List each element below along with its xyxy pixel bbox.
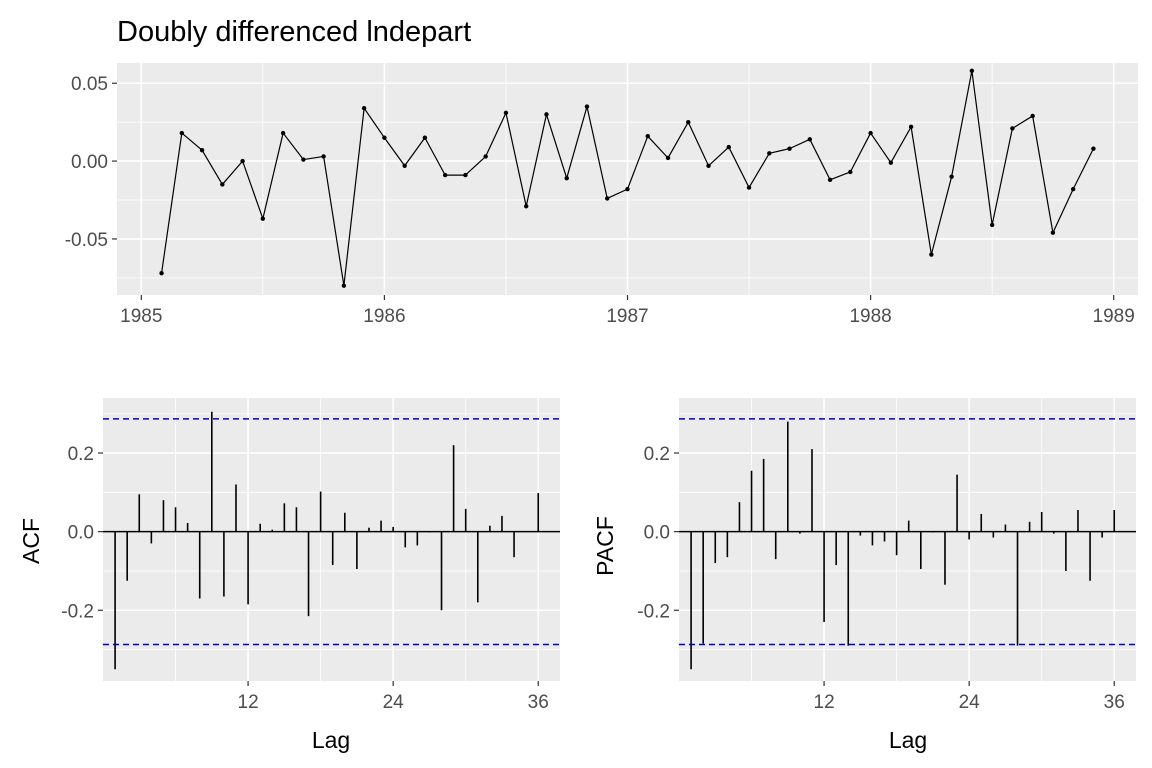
grid-lines bbox=[103, 398, 560, 681]
axes: 12 24 36 -0.2 0.0 0.2 bbox=[637, 444, 1125, 713]
axes: 12 24 36 -0.2 0.0 0.2 bbox=[61, 444, 549, 713]
chart-title: Doubly differenced lndepart bbox=[117, 16, 471, 48]
data-point bbox=[199, 147, 205, 153]
data-point bbox=[483, 154, 488, 159]
y-tick-label: 0.0 bbox=[644, 523, 670, 544]
x-axis-label: Lag bbox=[889, 727, 927, 753]
data-point bbox=[1091, 146, 1096, 151]
data-point bbox=[240, 158, 245, 164]
data-point bbox=[848, 169, 853, 175]
x-tick-label: 36 bbox=[528, 692, 549, 713]
acf-chart: 12 24 36 -0.2 0.0 0.2 Lag ACF bbox=[18, 398, 560, 753]
series-line bbox=[159, 68, 1096, 288]
data-point bbox=[361, 105, 367, 111]
y-tick-label: 0.05 bbox=[71, 74, 108, 95]
y-axis-label: ACF bbox=[18, 518, 44, 564]
x-tick-label: 24 bbox=[383, 692, 405, 713]
plot-panel bbox=[679, 398, 1136, 681]
data-point bbox=[280, 130, 286, 136]
x-tick-label: 12 bbox=[238, 692, 259, 713]
x-tick-label: 1989 bbox=[1093, 306, 1135, 327]
y-tick-label: -0.05 bbox=[65, 230, 108, 251]
x-tick-label: 1986 bbox=[363, 306, 405, 327]
data-point bbox=[746, 185, 752, 190]
data-point bbox=[625, 186, 630, 192]
pacf-bars bbox=[679, 418, 1136, 670]
data-point bbox=[969, 68, 975, 73]
data-point bbox=[422, 135, 428, 140]
data-point bbox=[220, 182, 225, 187]
data-point bbox=[949, 174, 954, 179]
data-point bbox=[888, 160, 894, 165]
acf-bars bbox=[103, 411, 560, 670]
data-point bbox=[1050, 230, 1056, 235]
data-point bbox=[321, 154, 326, 159]
data-point bbox=[382, 135, 387, 140]
data-point bbox=[807, 137, 813, 142]
data-point bbox=[706, 163, 711, 168]
y-tick-label: 0.2 bbox=[644, 444, 670, 465]
data-point bbox=[787, 146, 792, 151]
data-point bbox=[463, 172, 468, 178]
data-point bbox=[564, 176, 569, 181]
data-point bbox=[524, 204, 529, 209]
data-point bbox=[686, 119, 691, 125]
data-point bbox=[179, 130, 185, 136]
data-point bbox=[260, 216, 266, 221]
x-axis-label: Lag bbox=[312, 727, 350, 753]
x-tick-label: 1988 bbox=[849, 306, 891, 327]
data-point bbox=[503, 110, 509, 116]
data-point bbox=[1010, 126, 1015, 131]
data-point bbox=[989, 222, 995, 228]
data-point bbox=[584, 104, 590, 109]
x-tick-label: 36 bbox=[1104, 692, 1125, 713]
x-tick-label: 1985 bbox=[120, 306, 162, 327]
data-point bbox=[605, 196, 610, 201]
grid-lines bbox=[117, 63, 1138, 295]
data-point bbox=[726, 144, 731, 150]
data-point bbox=[827, 177, 833, 182]
x-tick-label: 12 bbox=[814, 692, 835, 713]
data-point bbox=[868, 130, 873, 136]
axes: 1985 1986 1987 1988 1989 -0.05 0.00 0.05 bbox=[65, 74, 1135, 327]
y-tick-label: 0.00 bbox=[71, 152, 108, 173]
x-tick-label: 24 bbox=[959, 692, 981, 713]
data-point bbox=[1070, 186, 1076, 192]
data-point bbox=[442, 172, 448, 178]
data-point bbox=[544, 112, 549, 117]
data-point bbox=[159, 271, 164, 276]
y-tick-label: 0.2 bbox=[68, 444, 94, 465]
data-point bbox=[908, 124, 914, 130]
time-series-chart: Doubly differenced lndepart 1985 1986 1987… bbox=[65, 16, 1138, 327]
data-point bbox=[341, 283, 347, 288]
x-tick-label: 1987 bbox=[606, 306, 648, 327]
data-point bbox=[402, 163, 407, 168]
data-point bbox=[645, 133, 650, 139]
data-point bbox=[767, 151, 772, 156]
pacf-chart: 12 24 36 -0.2 0.0 0.2 Lag PACF bbox=[592, 398, 1136, 753]
data-point bbox=[929, 252, 934, 257]
data-point bbox=[665, 155, 671, 161]
y-tick-label: -0.2 bbox=[61, 601, 94, 622]
y-tick-label: -0.2 bbox=[637, 601, 670, 622]
y-tick-label: 0.0 bbox=[68, 523, 94, 544]
data-point bbox=[1030, 113, 1035, 119]
y-axis-label: PACF bbox=[592, 516, 618, 576]
plot-panel bbox=[103, 398, 560, 681]
data-point bbox=[301, 157, 306, 162]
